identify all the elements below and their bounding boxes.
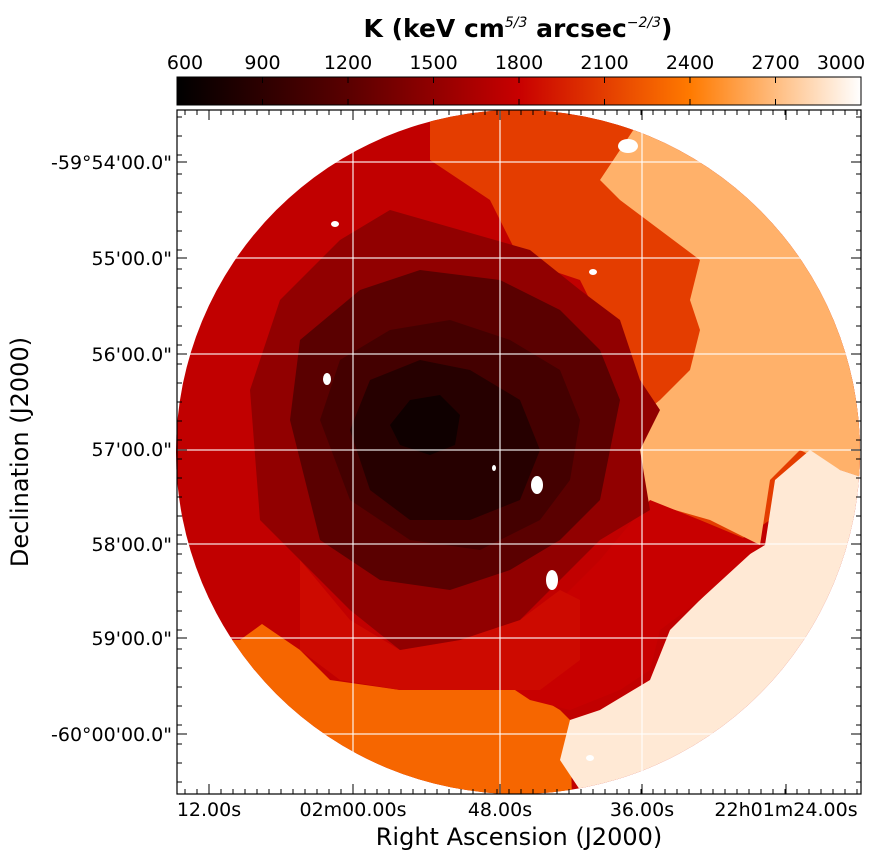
colorbar-tick-label: 900 [244, 52, 280, 74]
entropy-map [176, 110, 860, 794]
masked-point-source [323, 373, 331, 385]
masked-point-source [589, 269, 597, 275]
masked-point-source [618, 139, 638, 153]
region-south-mid [300, 560, 580, 690]
colorbar-tick-label: 1800 [495, 52, 543, 74]
colorbar-tick-label: 600 [167, 52, 203, 74]
x-tick-label: 02m00.00s [300, 799, 407, 821]
coordinate-grid [177, 110, 861, 794]
masked-point-source [586, 755, 594, 761]
y-tick-label: -60°00'00.0" [51, 724, 172, 746]
x-tick-label: 12.00s [177, 799, 241, 821]
masked-point-source [492, 465, 496, 471]
plot-frame [176, 109, 862, 795]
colorbar-tick-label: 3000 [817, 52, 865, 74]
y-tick-label: 57'00.0" [92, 439, 172, 461]
y-tick-label: 59'00.0" [92, 628, 172, 650]
y-axis-label: Declination (J2000) [6, 337, 34, 567]
x-tick-label: 48.00s [468, 799, 532, 821]
masked-point-source [546, 570, 558, 590]
colorbar-tick-label: 2100 [580, 52, 628, 74]
x-tick-label: 22h01m24.00s [714, 799, 857, 821]
x-tick-labels: 12.00s 02m00.00s 48.00s 36.00s 22h01m24.… [177, 799, 858, 821]
y-tick-labels: -59°54'00.0" 55'00.0" 56'00.0" 57'00.0" … [51, 152, 172, 746]
colorbar: 600 900 1200 1500 1800 2100 2400 2700 3000 [167, 52, 865, 106]
colorbar-tick-label: 1500 [409, 52, 457, 74]
y-tick-label: 55'00.0" [92, 248, 172, 270]
colorbar-tick-label: 2400 [666, 52, 714, 74]
region-core-center [390, 395, 460, 455]
x-axis-label: Right Ascension (J2000) [376, 823, 663, 851]
colorbar-tick-label: 2700 [751, 52, 799, 74]
colorbar-tick-label: 1200 [324, 52, 372, 74]
x-tick-label: 36.00s [610, 799, 674, 821]
minor-ticks [177, 110, 861, 794]
y-tick-label: 58'00.0" [92, 534, 172, 556]
y-tick-label: 56'00.0" [92, 344, 172, 366]
y-tick-label: -59°54'00.0" [51, 152, 172, 174]
map-panel: 12.00s 02m00.00s 48.00s 36.00s 22h01m24.… [6, 109, 862, 851]
masked-point-source [531, 476, 543, 494]
chart-title: K (keV cm5/3 arcsec−2/3) [364, 14, 673, 43]
masked-point-source [331, 221, 339, 227]
